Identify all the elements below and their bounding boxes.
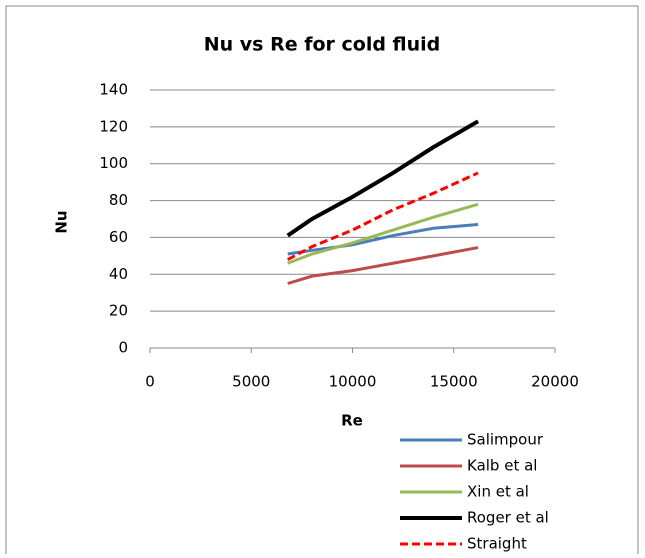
legend-label: Salimpour (467, 431, 544, 449)
legend-label: Straight (467, 535, 527, 553)
x-tick-label: 5000 (232, 373, 270, 391)
series-line (287, 223, 479, 256)
legend-label: Kalb et al (467, 457, 537, 475)
x-tick-label: 0 (145, 373, 155, 391)
legend-label: Roger et al (467, 509, 549, 527)
y-tick-label: 100 (99, 154, 128, 172)
chart-title: Nu vs Re for cold fluid (204, 34, 441, 56)
y-tick-label: 0 (118, 339, 128, 357)
y-tick-label: 40 (109, 265, 128, 283)
legend-label: Xin et al (467, 483, 529, 501)
y-tick-label: 120 (99, 117, 128, 135)
x-tick-label: 20000 (531, 373, 579, 391)
chart-frame (5, 5, 639, 558)
y-tick-label: 80 (109, 191, 128, 209)
x-tick-label: 10000 (329, 373, 377, 391)
y-axis-title: Nu (53, 210, 71, 233)
x-axis-title: Re (341, 412, 363, 430)
series-line (286, 171, 479, 261)
y-tick-label: 20 (109, 302, 128, 320)
x-tick-label: 15000 (430, 373, 478, 391)
series-line (287, 202, 479, 265)
series-line (286, 119, 480, 238)
y-tick-label: 140 (99, 81, 128, 99)
series-line (287, 246, 479, 285)
y-tick-label: 60 (109, 228, 128, 246)
